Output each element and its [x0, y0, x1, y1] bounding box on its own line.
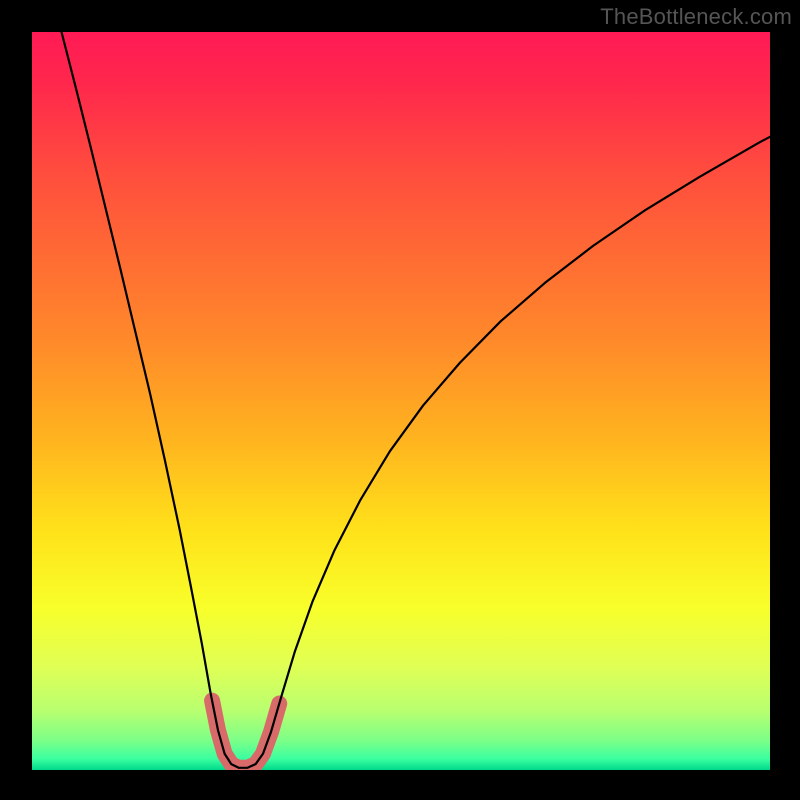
chart-svg [0, 0, 800, 800]
watermark-text: TheBottleneck.com [600, 4, 792, 30]
plot-background [32, 32, 770, 770]
chart-container: TheBottleneck.com [0, 0, 800, 800]
